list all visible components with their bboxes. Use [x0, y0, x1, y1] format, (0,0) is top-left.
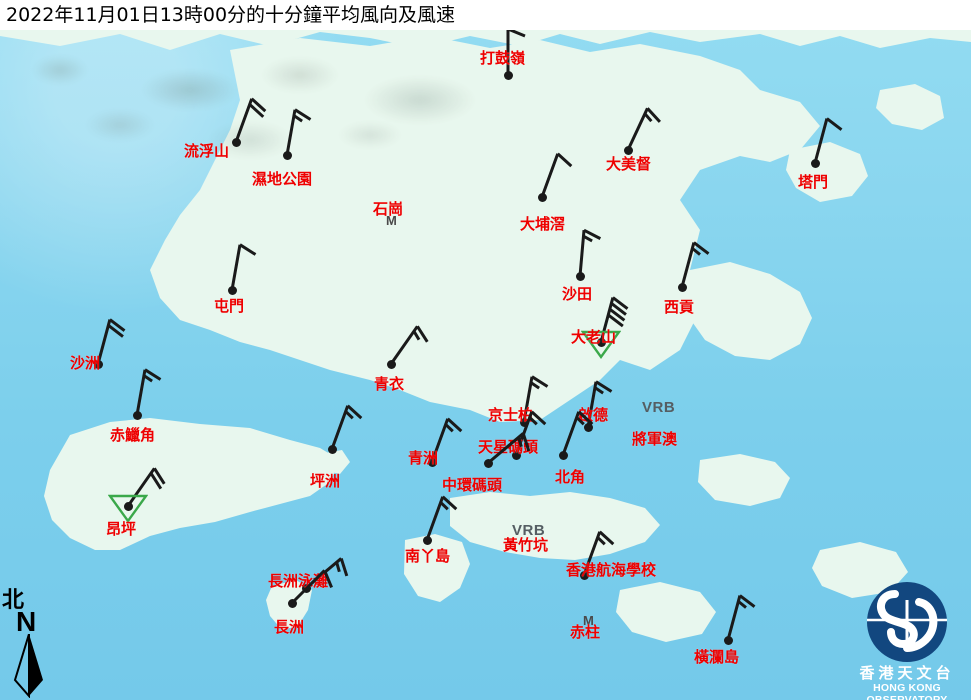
station-label: 塔門 — [798, 173, 829, 191]
compass-rose: 北 N — [2, 590, 62, 698]
hko-logo: 香港天文台 HONG KONG OBSERVATORY — [845, 580, 969, 700]
station-dot — [537, 192, 547, 202]
wind-barb-icon — [813, 117, 843, 164]
wind-barb-icon — [126, 467, 166, 507]
station-label: 西貢 — [664, 298, 695, 316]
station-dot — [519, 417, 529, 427]
compass-label-en: N — [16, 606, 37, 637]
station-dot — [123, 501, 133, 511]
station-label: 大美督 — [606, 155, 652, 173]
station-label: 流浮山 — [184, 142, 230, 160]
station-dot — [287, 598, 297, 608]
missing-data-code: M — [386, 213, 397, 228]
station-label: 橫瀾島 — [694, 648, 740, 666]
station-label: 大埔滘 — [520, 215, 566, 233]
land-shapes — [0, 30, 971, 700]
wind-barb-icon — [582, 530, 615, 576]
station-dot — [132, 410, 142, 420]
station-label: 南丫島 — [405, 547, 451, 565]
station-label: 香港航海學校 — [566, 561, 657, 579]
wind-barb-icon — [234, 97, 267, 143]
station-label: 打鼓嶺 — [480, 49, 526, 67]
station-dot — [93, 359, 103, 369]
wind-barb-icon — [506, 27, 526, 75]
wind-barb-icon — [540, 152, 573, 198]
station-dot — [282, 150, 292, 160]
missing-data-code: M — [583, 613, 594, 628]
hko-emblem-icon — [867, 582, 947, 662]
station-label: 濕地公園 — [252, 170, 313, 188]
wind-barb-icon — [330, 404, 363, 450]
station-dot — [575, 271, 585, 281]
hko-name-en: HONG KONG OBSERVATORY — [866, 682, 948, 700]
title-bar: 2022年11月01日13時00分的十分鐘平均風向及風速 — [0, 0, 971, 30]
hko-name-tc: 香港天文台 — [859, 664, 955, 682]
station-dot — [231, 137, 241, 147]
station-label: 長洲泳灘 — [268, 572, 329, 590]
station-dot — [558, 450, 568, 460]
wind-barb-icon — [430, 417, 463, 463]
wind-barb-icon — [285, 108, 312, 156]
wind-barb-icon — [425, 495, 458, 541]
station-label: 大老山 — [571, 328, 617, 346]
station-label: 坪洲 — [310, 472, 341, 490]
station-label: 青洲 — [408, 449, 439, 467]
station-dot — [511, 450, 521, 460]
wind-barb-icon — [389, 325, 429, 365]
strong-wind-alert-triangle-icon — [581, 330, 621, 360]
station-dot — [427, 457, 437, 467]
wind-barb-icon — [230, 243, 257, 291]
wind-barb-icon — [96, 318, 126, 365]
station-dot — [623, 145, 633, 155]
station-label: 屯門 — [214, 297, 245, 315]
compass-needle-icon — [13, 634, 43, 698]
variable-wind-code: VRB — [642, 399, 676, 416]
station-label: 將軍澳 — [632, 430, 678, 448]
station-dot — [327, 444, 337, 454]
station-dot — [503, 70, 513, 80]
station-dot — [422, 535, 432, 545]
wind-barb-icon — [599, 296, 629, 343]
station-dot — [810, 158, 820, 168]
station-label: 昂坪 — [106, 520, 137, 538]
wind-barb-icon — [522, 375, 549, 423]
station-dot — [227, 285, 237, 295]
wind-barb-icon — [290, 569, 333, 605]
wind-barb-icon — [578, 228, 602, 277]
wind-barb-icon — [726, 594, 756, 641]
station-label: 赤柱 — [570, 623, 601, 641]
station-label: 京士柏 — [488, 406, 534, 424]
station-dot — [723, 635, 733, 645]
station-label: 北角 — [555, 468, 586, 486]
station-dot — [583, 422, 593, 432]
strong-wind-alert-triangle-icon — [108, 494, 148, 524]
station-label: 沙田 — [562, 285, 593, 303]
station-label: 中環碼頭 — [442, 476, 503, 494]
station-label: 長洲 — [274, 618, 305, 636]
wind-barb-icon — [135, 368, 162, 416]
station-dot — [483, 458, 493, 468]
station-label: 沙洲 — [70, 354, 101, 372]
station-label: 赤鱲角 — [110, 426, 156, 444]
page-title: 2022年11月01日13時00分的十分鐘平均風向及風速 — [6, 4, 456, 26]
station-dot — [579, 570, 589, 580]
station-dot — [386, 359, 396, 369]
station-label: 黃竹坑 — [503, 536, 549, 554]
station-label: 青衣 — [374, 375, 405, 393]
compass-label-cn: 北 — [2, 588, 25, 613]
variable-wind-code: VRB — [512, 522, 546, 539]
station-dot — [677, 282, 687, 292]
station-label: 石崗 — [373, 200, 404, 218]
wind-barb-icon — [626, 107, 661, 151]
station-dot — [596, 337, 606, 347]
wind-barb-icon — [487, 432, 531, 465]
wind-barb-icon — [561, 410, 594, 456]
wind-barb-icon — [680, 241, 710, 288]
